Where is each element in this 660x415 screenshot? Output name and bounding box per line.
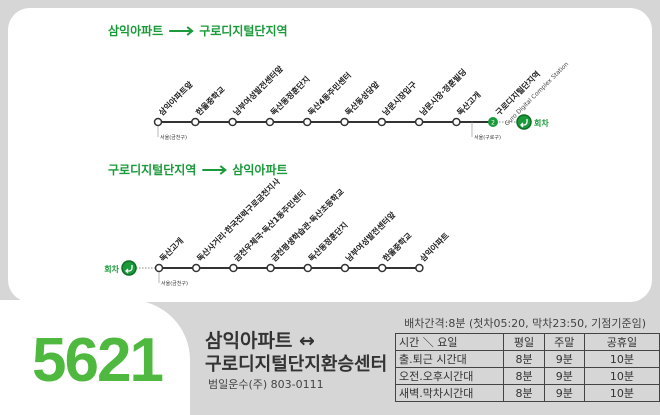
stop-label: 삼익아파트앞 [156,79,195,118]
table-row: 출.퇴근 시간대 8분 9분 10분 [394,350,660,368]
stop-marker [191,117,200,127]
stop-label: 독산고개 [157,236,185,264]
district-label: 서울(구로구) [474,134,501,141]
stop-marker [154,263,164,273]
cell: 오전.오후시간대 [394,367,505,385]
stop-marker [303,263,313,273]
inbound-from: 구로디지털단지역 [108,162,196,177]
turnaround-arrow-icon [520,119,528,128]
cell: 새벽.막차시간대 [394,384,505,402]
outbound-to: 구로디지털단지역 [199,23,287,38]
stop-label: 한울중학교 [381,230,415,264]
stop-marker [229,263,238,273]
operator-info: 범일운수(주) 803-0111 [208,378,324,391]
cell: 9분 [543,367,585,385]
stop-marker [265,117,275,127]
stop-marker [452,117,461,127]
stop-marker [302,117,312,127]
stop-label: 독산고개 [455,90,483,118]
stop-marker [377,117,387,127]
stop-marker [414,117,424,127]
header-cell: 평일 [503,333,545,351]
table-header: 시간 ＼ 요일 평일 주말 공휴일 [394,333,660,351]
cell: 10분 [583,350,660,368]
stop-label: 금천평생학습관·독산초등학교 [269,186,346,263]
route-map-panel [8,8,652,302]
outbound-from: 삼익아파트 [108,23,163,38]
arrow-right-icon [202,165,227,175]
route-title-line1: 삼익아파트 ↔ [205,330,315,352]
cell: 출.퇴근 시간대 [394,350,505,368]
subway-line-2-icon [488,117,498,127]
stop-marker [415,263,424,273]
route-number: 5621 [32,326,164,395]
inbound-to: 삼익아파트 [232,162,287,177]
cell: 8분 [503,350,545,368]
cell: 9분 [543,384,585,402]
subway-line-badge: 2 [491,120,495,127]
stop-label: 삼익아파트 [418,230,452,264]
stop-label: 남문시장입구 [380,79,419,118]
arrow-right-icon [169,26,194,36]
stop-marker [191,263,201,273]
district-label: 서울(금천구) [161,280,188,287]
stop-marker [340,263,350,273]
cell: 8분 [503,367,545,385]
header-cell: 주말 [543,333,585,351]
stop-marker [266,263,275,273]
stop-label: 한울중학교 [194,84,228,118]
route-number-tab [0,300,190,415]
header-cell: 시간 ＼ 요일 [394,333,505,351]
interval-note: 배차간격:8분 (첫차05:20, 막차23:50, 기점기준임) [404,317,646,330]
route-title-line2: 구로디지털단지환승센터 [205,354,388,375]
cell: 10분 [583,367,660,385]
turnaround-label: 회차 [104,264,119,274]
turnaround-arrow-icon [125,265,133,274]
district-label: 서울(금천구) [160,134,187,141]
schedule-table: 시간 ＼ 요일 평일 주말 공휴일 출.퇴근 시간대 8분 9분 10분 오전.오후시간대 8… [394,333,660,402]
table-row: 오전.오후시간대 8분 9분 10분 [394,367,660,385]
table-row: 새벽.막차시간대 8분 9분 10분 [394,384,660,402]
cell: 10분 [583,384,660,402]
header-cell: 공휴일 [583,333,660,351]
stop-marker [153,117,163,127]
stop-marker [377,263,387,273]
stop-marker [228,117,237,127]
stop-marker [340,117,349,127]
turnaround-icon [516,114,532,130]
turnaround-icon [121,260,137,276]
turnaround-label: 회차 [534,118,549,128]
cell: 8분 [503,384,545,402]
cell: 9분 [543,350,585,368]
stop-label: 독산동성당앞 [343,79,382,118]
stop-label: 금천우체국·독산1동주민센터 [232,188,308,264]
